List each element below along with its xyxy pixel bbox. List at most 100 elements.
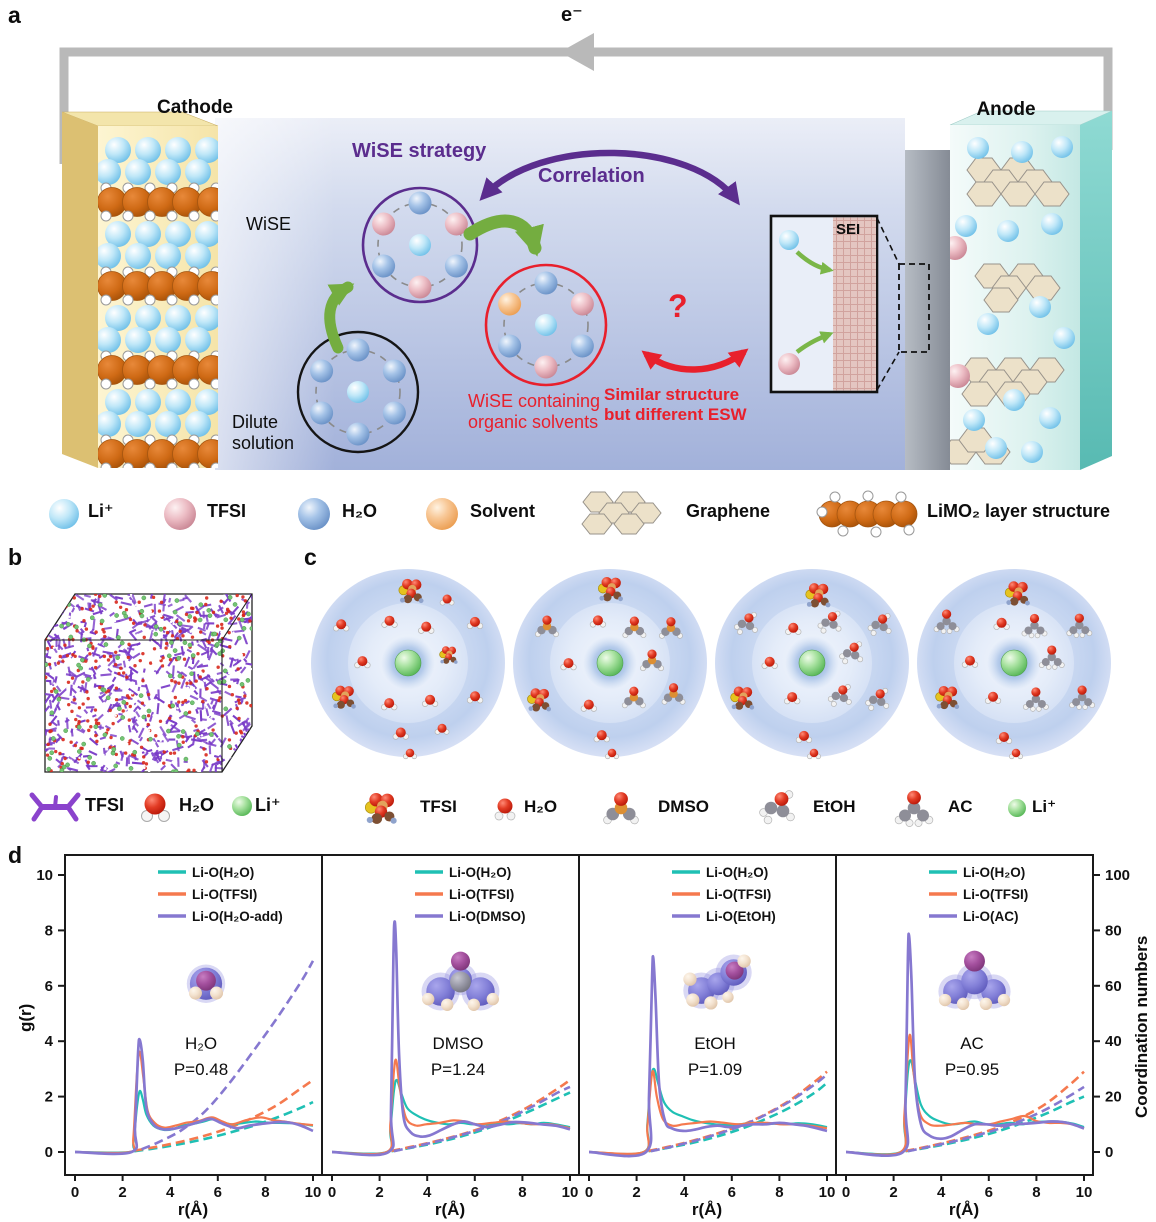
panel-c-label: c [304,544,317,570]
panel-a [49,33,1113,538]
svg-text:Li-O(H₂O): Li-O(H₂O) [449,865,511,880]
solvation-shell-4 [917,569,1111,760]
svg-text:8: 8 [518,1184,526,1201]
plot3-p-value: P=1.09 [687,1060,743,1079]
svg-text:6: 6 [728,1184,736,1201]
plot1-title: H₂O [184,1034,218,1053]
b-legend-tfsi-label: TFSI [85,795,124,815]
c-legend-dmso-label: DMSO [658,797,709,816]
dilute-solution-label: Dilute solution [232,412,295,453]
svg-text:Li-O(H₂O): Li-O(H₂O) [192,865,254,880]
similar-structure-label: Similar structure but different ESW [604,385,747,424]
plot2-title: DMSO [432,1034,484,1053]
svg-text:Li-O(TFSI): Li-O(TFSI) [192,887,257,902]
svg-text:Li-O(H₂O-add): Li-O(H₂O-add) [192,909,283,924]
electron-label: e⁻ [561,4,583,26]
separator-slab [905,150,950,470]
svg-text:10: 10 [305,1184,322,1201]
b-legend-water-label: H₂O [179,795,214,815]
panel-b-label: b [8,544,23,570]
panel-c-legend [364,790,1026,827]
rdf-plot-3: 0 2 4 6 8 10 Li-O(H₂O) Li-O(TFSI) Li-O(EtOH) [578,854,837,1201]
electron-flow-arrow-icon [560,33,594,71]
cathode-box [61,111,219,468]
question-mark-label: ? [668,288,688,324]
svg-text:0: 0 [842,1184,850,1201]
svg-text:60: 60 [1105,978,1122,995]
svg-text:8: 8 [775,1184,783,1201]
svg-text:0: 0 [1105,1144,1113,1161]
svg-text:0: 0 [328,1184,336,1201]
svg-text:Li-O(H₂O): Li-O(H₂O) [706,865,768,880]
svg-text:4: 4 [937,1184,946,1201]
legend-li-label: Li⁺ [88,501,114,521]
svg-text:4: 4 [680,1184,689,1201]
ac-molecule-icon [938,950,1011,1011]
panel-a-label: a [8,2,21,28]
svg-text:4: 4 [45,1033,54,1050]
svg-text:4: 4 [166,1184,175,1201]
c-legend-li-label: Li⁺ [1032,797,1057,816]
wise-organic-label: WiSE containing organic solvents [468,391,601,432]
svg-text:100: 100 [1105,867,1130,884]
svg-text:10: 10 [1076,1184,1093,1201]
y2-axis-label: Coordination numbers [1132,935,1151,1118]
svg-text:40: 40 [1105,1033,1122,1050]
panel-d: 0 2 4 6 8 10 Li-O(H₂O) Li-O(TFSI) Li-O(H₂O-add) 0… [36,854,1130,1201]
rdf-plot-1: 0 2 4 6 8 10 Li-O(H₂O) Li-O(TFSI) Li-O(H₂O-add) [64,854,323,1201]
svg-text:2: 2 [889,1184,897,1201]
legend-limo2-label: LiMO₂ layer structure [927,501,1111,521]
svg-text:20: 20 [1105,1089,1122,1106]
wise-strategy-label: WiSE strategy [352,140,487,162]
organic-solvation-circle [484,263,608,387]
c-legend-water-label: H₂O [524,797,558,816]
plot3-title: EtOH [694,1034,736,1053]
svg-text:0: 0 [585,1184,593,1201]
svg-text:8: 8 [1032,1184,1040,1201]
svg-text:4: 4 [423,1184,432,1201]
legend-graphene-label: Graphene [686,501,771,521]
panel-d-label: d [8,842,23,868]
legend-solvent-label: Solvent [470,501,536,521]
panel-a-legend [49,490,918,538]
question-arrow [641,348,749,373]
svg-text:2: 2 [632,1184,640,1201]
svg-text:6: 6 [985,1184,993,1201]
anode-label: Anode [976,99,1036,120]
svg-text:Li-O(H₂O): Li-O(H₂O) [963,865,1025,880]
correlation-arrow [479,149,740,206]
panel-c [311,569,1111,827]
svg-text:Li-O(TFSI): Li-O(TFSI) [963,887,1028,902]
h2o-molecule-icon [186,964,226,1003]
plot4-title: AC [960,1034,984,1053]
svg-text:2: 2 [118,1184,126,1201]
svg-text:8: 8 [261,1184,269,1201]
dilute-solvation-circle [296,330,420,454]
y-axis-label: g(r) [16,1003,35,1032]
rdf-plot-2: 0 2 4 6 8 10 Li-O(H₂O) Li-O(TFSI) Li-O(DMSO) [321,854,580,1201]
c-legend-ac-label: AC [948,797,973,816]
plot2-p-value: P=1.24 [430,1060,486,1079]
svg-text:Li-O(AC): Li-O(AC) [963,909,1018,924]
plot1-p-value: P=0.48 [173,1060,229,1079]
x-axis-label-1: r(Å) [177,1200,209,1219]
c-legend-tfsi-label: TFSI [420,797,457,816]
solvation-shell-1 [311,569,505,760]
sei-label: SEI [836,221,861,238]
svg-text:2: 2 [45,1089,53,1106]
panel-b-legend [29,792,252,822]
solvation-shell-3 [715,569,909,760]
legend-tfsi-label: TFSI [207,501,246,521]
dmso-molecule-icon [421,951,500,1011]
svg-text:6: 6 [471,1184,479,1201]
cathode-label: Cathode [157,97,233,118]
etoh-molecule-icon [683,954,752,1010]
svg-text:8: 8 [45,922,53,939]
dilute-to-wise-arrow [324,281,355,354]
wise-label: WiSE [246,214,291,234]
x-axis-label-4: r(Å) [948,1200,980,1219]
svg-text:10: 10 [819,1184,836,1201]
zoom-indicator [898,263,930,353]
anode-box [949,110,1113,470]
